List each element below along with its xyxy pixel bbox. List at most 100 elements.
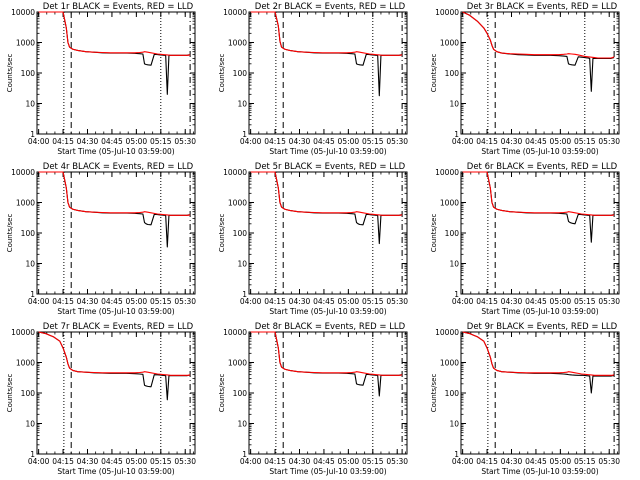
plot-frame: [460, 331, 620, 455]
x-tick-label: 05:15: [574, 137, 596, 146]
series-line-events: [462, 11, 615, 92]
x-tick-label: 04:30: [501, 457, 523, 466]
chart-panel: Det 3r BLACK = Events, RED = LLD Counts/s…: [430, 2, 620, 156]
y-tick-label: 1000: [16, 359, 35, 368]
y-tick-label: 1000: [228, 39, 247, 48]
y-tick-label: 10000: [11, 328, 35, 337]
y-tick-label: 10000: [11, 168, 35, 177]
y-tick-label: 100: [233, 389, 248, 398]
y-axis-label: Counts/sec: [6, 374, 14, 413]
x-tick-label: 04:45: [313, 457, 335, 466]
y-tick-label: 10: [25, 260, 35, 269]
y-tick-label: 10000: [223, 8, 247, 17]
series-line-events: [38, 171, 191, 248]
x-tick-label: 04:00: [28, 137, 50, 146]
y-tick-label: 1: [30, 290, 35, 299]
x-tick-label: 05:15: [574, 297, 596, 306]
y-tick-label: 100: [445, 229, 460, 238]
y-tick-label: 10: [237, 260, 247, 269]
plot-frame: [36, 11, 196, 135]
chart-title: Det 6r BLACK = Events, RED = LLD: [467, 162, 618, 172]
series-line-events: [250, 331, 403, 397]
y-axis-label: Counts/sec: [6, 54, 14, 93]
series-line-lld: [38, 331, 191, 376]
y-tick-label: 10: [25, 420, 35, 429]
y-tick-label: 100: [233, 69, 248, 78]
x-axis-label: Start Time (05-Jul-10 03:59:00): [57, 307, 174, 316]
y-tick-label: 1: [454, 130, 459, 139]
x-tick-label: 04:30: [501, 297, 523, 306]
y-tick-label: 10000: [435, 328, 459, 337]
series-line-events: [38, 331, 191, 401]
series-line-events: [462, 331, 615, 394]
x-tick-label: 05:30: [386, 137, 408, 146]
x-tick-label: 04:00: [452, 297, 474, 306]
y-tick-label: 10: [237, 420, 247, 429]
x-tick-label: 04:00: [240, 457, 262, 466]
chart-title: Det 7r BLACK = Events, RED = LLD: [43, 322, 194, 332]
y-tick-label: 10000: [11, 8, 35, 17]
x-tick-label: 04:45: [313, 137, 335, 146]
x-tick-label: 04:15: [264, 457, 286, 466]
x-axis-label: Start Time (05-Jul-10 03:59:00): [269, 147, 386, 156]
x-tick-label: 05:30: [386, 297, 408, 306]
x-tick-label: 05:00: [126, 457, 148, 466]
x-tick-label: 04:00: [452, 137, 474, 146]
y-axis-label: Counts/sec: [6, 214, 14, 253]
x-tick-label: 05:30: [598, 457, 620, 466]
chart-title: Det 9r BLACK = Events, RED = LLD: [467, 322, 618, 332]
y-tick-label: 1000: [440, 39, 459, 48]
y-tick-label: 10: [449, 100, 459, 109]
y-tick-label: 1: [242, 450, 247, 459]
x-tick-label: 05:00: [550, 297, 572, 306]
chart-panel: Det 2r BLACK = Events, RED = LLD Counts/s…: [218, 2, 408, 156]
chart-panel: Det 4r BLACK = Events, RED = LLD Counts/s…: [6, 162, 196, 316]
x-axis-label: Start Time (05-Jul-10 03:59:00): [57, 467, 174, 476]
x-tick-label: 05:15: [362, 297, 384, 306]
x-tick-label: 04:45: [101, 297, 123, 306]
x-tick-label: 05:00: [338, 137, 360, 146]
x-tick-label: 04:00: [28, 297, 50, 306]
y-tick-label: 1000: [440, 359, 459, 368]
x-tick-label: 04:15: [52, 137, 74, 146]
y-tick-label: 1: [454, 450, 459, 459]
y-tick-label: 10: [449, 420, 459, 429]
chart-title: Det 4r BLACK = Events, RED = LLD: [43, 162, 194, 172]
y-tick-label: 10000: [223, 168, 247, 177]
x-tick-label: 05:30: [174, 297, 196, 306]
series-line-lld: [462, 11, 615, 59]
y-tick-label: 1: [242, 290, 247, 299]
x-tick-label: 04:45: [525, 457, 547, 466]
x-tick-label: 05:00: [550, 137, 572, 146]
x-tick-label: 05:15: [362, 457, 384, 466]
plot-frame: [248, 171, 408, 295]
y-tick-label: 1000: [16, 199, 35, 208]
x-tick-label: 04:15: [52, 457, 74, 466]
chart-panel: Det 5r BLACK = Events, RED = LLD Counts/s…: [218, 162, 408, 316]
y-axis-label: Counts/sec: [218, 374, 226, 413]
x-tick-label: 04:45: [525, 137, 547, 146]
y-axis-label: Counts/sec: [430, 214, 438, 253]
chart-title: Det 2r BLACK = Events, RED = LLD: [255, 2, 406, 12]
x-tick-label: 04:15: [476, 137, 498, 146]
y-tick-label: 1000: [228, 199, 247, 208]
y-tick-label: 10: [25, 100, 35, 109]
x-tick-label: 05:30: [386, 457, 408, 466]
x-tick-label: 04:00: [240, 137, 262, 146]
x-tick-label: 05:15: [150, 457, 172, 466]
chart-panel: Det 1r BLACK = Events, RED = LLD Counts/s…: [6, 2, 196, 156]
plot-frame: [460, 171, 620, 295]
x-tick-label: 05:15: [150, 137, 172, 146]
y-tick-label: 100: [21, 389, 36, 398]
y-tick-label: 100: [445, 389, 460, 398]
x-axis-label: Start Time (05-Jul-10 03:59:00): [481, 467, 598, 476]
y-tick-label: 1000: [16, 39, 35, 48]
x-tick-label: 05:00: [338, 457, 360, 466]
plot-frame: [36, 171, 196, 295]
x-tick-label: 05:00: [338, 297, 360, 306]
plot-frame: [248, 331, 408, 455]
y-tick-label: 10: [237, 100, 247, 109]
x-axis-label: Start Time (05-Jul-10 03:59:00): [269, 307, 386, 316]
y-tick-label: 100: [445, 69, 460, 78]
